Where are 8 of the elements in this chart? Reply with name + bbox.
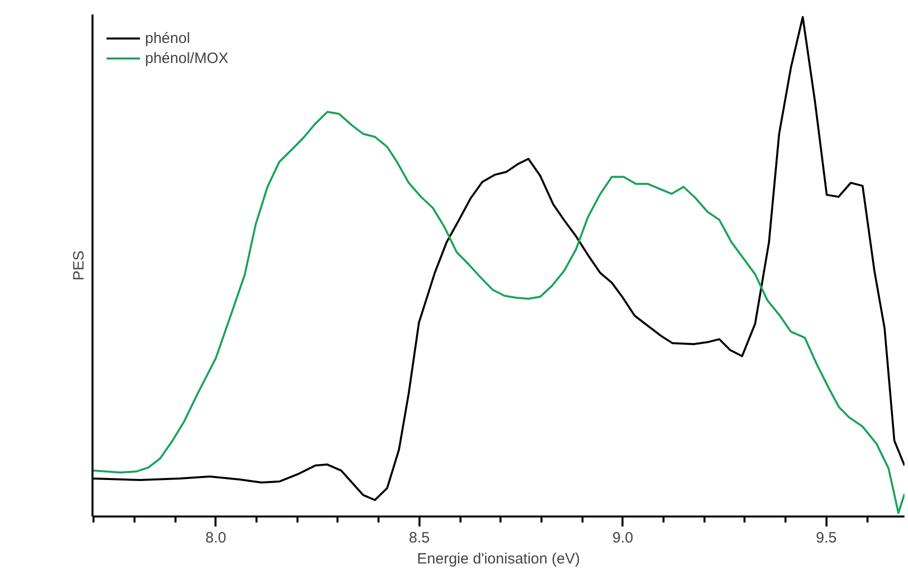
x-axis-title: Energie d'ionisation (eV) bbox=[417, 550, 580, 568]
x-tick-label: 9.5 bbox=[816, 530, 837, 546]
legend-label: phénol/MOX bbox=[145, 50, 228, 66]
y-axis-title: PES bbox=[70, 250, 88, 281]
x-tick-label: 8.0 bbox=[205, 530, 226, 546]
x-tick-label: 9.0 bbox=[612, 530, 634, 546]
legend-label: phénol bbox=[145, 30, 190, 46]
x-tick-label: 8.5 bbox=[408, 530, 430, 546]
